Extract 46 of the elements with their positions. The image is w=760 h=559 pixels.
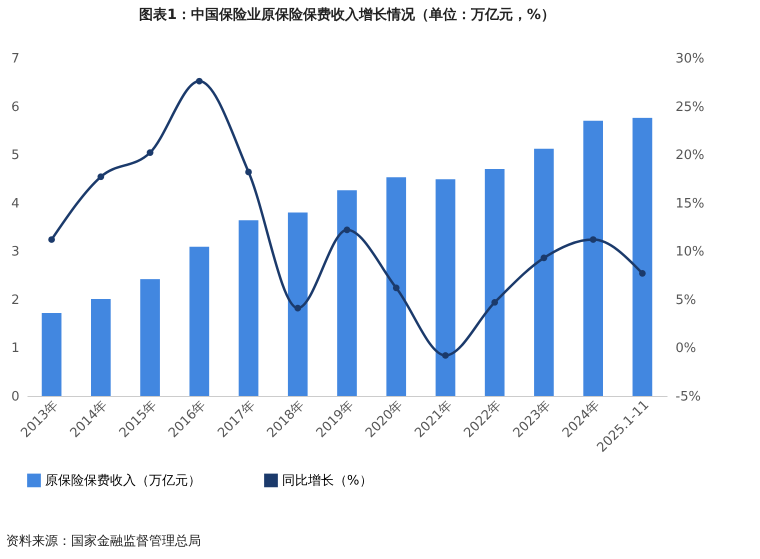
y2-tick-label: 30%	[676, 52, 704, 66]
point	[491, 298, 498, 306]
y-tick-label: 0	[11, 390, 20, 404]
y2-tick-label: 10%	[676, 244, 704, 260]
bar	[583, 120, 603, 396]
bar	[288, 212, 308, 396]
bar	[484, 169, 505, 396]
y-tick-label: 1	[11, 341, 20, 356]
bar	[534, 148, 554, 396]
bar	[386, 177, 406, 396]
bar	[238, 220, 258, 396]
y-tick-label: 2	[11, 292, 20, 308]
y2-tick-label: 5%	[676, 292, 696, 308]
chart-title: 图表1：中国保险业原保险保费收入增长情况（单位：万亿元，%）	[139, 7, 555, 23]
bar	[436, 179, 456, 396]
point	[639, 270, 646, 277]
point	[294, 304, 302, 312]
y-tick-label: 5	[11, 148, 20, 164]
y2-tick-label: 25%	[676, 100, 704, 115]
text: 资料来源：国家金融监督管理总局	[6, 533, 201, 550]
point	[48, 236, 55, 243]
point	[146, 149, 154, 156]
y2-tick-label: 0%	[676, 341, 696, 356]
point	[97, 173, 104, 180]
legend-label: 同比增长（%）	[282, 473, 372, 488]
point	[392, 284, 400, 292]
y2-tick-label: -5%	[676, 390, 701, 404]
y2-tick-label: 15%	[676, 196, 704, 212]
bar	[189, 246, 210, 396]
point	[442, 352, 449, 359]
y-tick-label: 6	[11, 100, 20, 115]
y2-tick-label: 20%	[676, 148, 704, 164]
point	[245, 168, 252, 176]
point	[590, 236, 597, 243]
bar	[337, 190, 357, 396]
y-tick-label: 4	[11, 196, 20, 212]
bar	[632, 118, 652, 396]
bar	[42, 312, 62, 396]
y-tick-label: 3	[11, 244, 20, 260]
bar	[140, 279, 160, 396]
point	[344, 226, 350, 234]
bar	[91, 298, 111, 396]
point	[196, 78, 203, 85]
legend-label: 原保险保费收入（万亿元）	[45, 473, 201, 488]
y-tick-label: 7	[11, 52, 20, 66]
point	[540, 254, 548, 262]
